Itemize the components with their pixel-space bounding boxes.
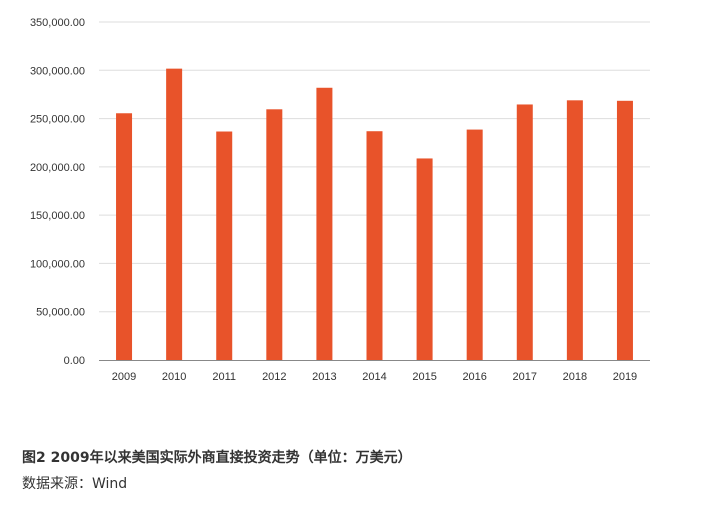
bars [116, 68, 633, 361]
y-tick-label: 250,000.00 [30, 114, 85, 126]
bar-2014 [366, 131, 383, 360]
y-tick-label: 0.00 [64, 355, 85, 367]
bar-chart: 0.00 50,000.00 100,000.00 150,000.00 200,000… [30, 17, 650, 383]
bar-2017 [516, 104, 533, 360]
x-tick-label: 2017 [513, 371, 537, 383]
x-tick-label: 2011 [212, 371, 236, 383]
x-tick-label: 2015 [412, 371, 436, 383]
figure-caption-source: 数据来源：Wind [22, 476, 128, 492]
x-axis-ticks: 2009 2010 2011 2012 2013 2014 2015 2016 2017 2018… [112, 371, 637, 383]
bar-2018 [566, 100, 583, 360]
x-tick-label: 2014 [362, 371, 386, 383]
figure-caption-title: 图2 2009年以来美国实际外商直接投资走势（单位：万美元） [22, 450, 412, 466]
bar-2011 [216, 131, 233, 360]
y-tick-label: 350,000.00 [30, 17, 85, 29]
bar-2019 [616, 100, 633, 361]
bar-2013 [316, 87, 333, 361]
bar-2010 [166, 68, 183, 361]
y-tick-label: 50,000.00 [36, 307, 85, 319]
x-tick-label: 2013 [312, 371, 336, 383]
y-tick-label: 100,000.00 [30, 258, 85, 270]
bar-2012 [266, 109, 283, 360]
y-tick-label: 200,000.00 [30, 162, 85, 174]
x-tick-label: 2012 [262, 371, 286, 383]
x-tick-label: 2019 [613, 371, 637, 383]
bar-2016 [466, 129, 483, 360]
x-tick-label: 2018 [563, 371, 587, 383]
x-tick-label: 2016 [462, 371, 486, 383]
bar-2015 [416, 158, 433, 360]
y-tick-label: 150,000.00 [30, 210, 85, 222]
y-axis-ticks: 0.00 50,000.00 100,000.00 150,000.00 200,000… [30, 17, 85, 367]
bar-2009 [116, 113, 133, 360]
x-tick-label: 2010 [162, 371, 186, 383]
y-tick-label: 300,000.00 [30, 65, 85, 77]
x-tick-label: 2009 [112, 371, 136, 383]
